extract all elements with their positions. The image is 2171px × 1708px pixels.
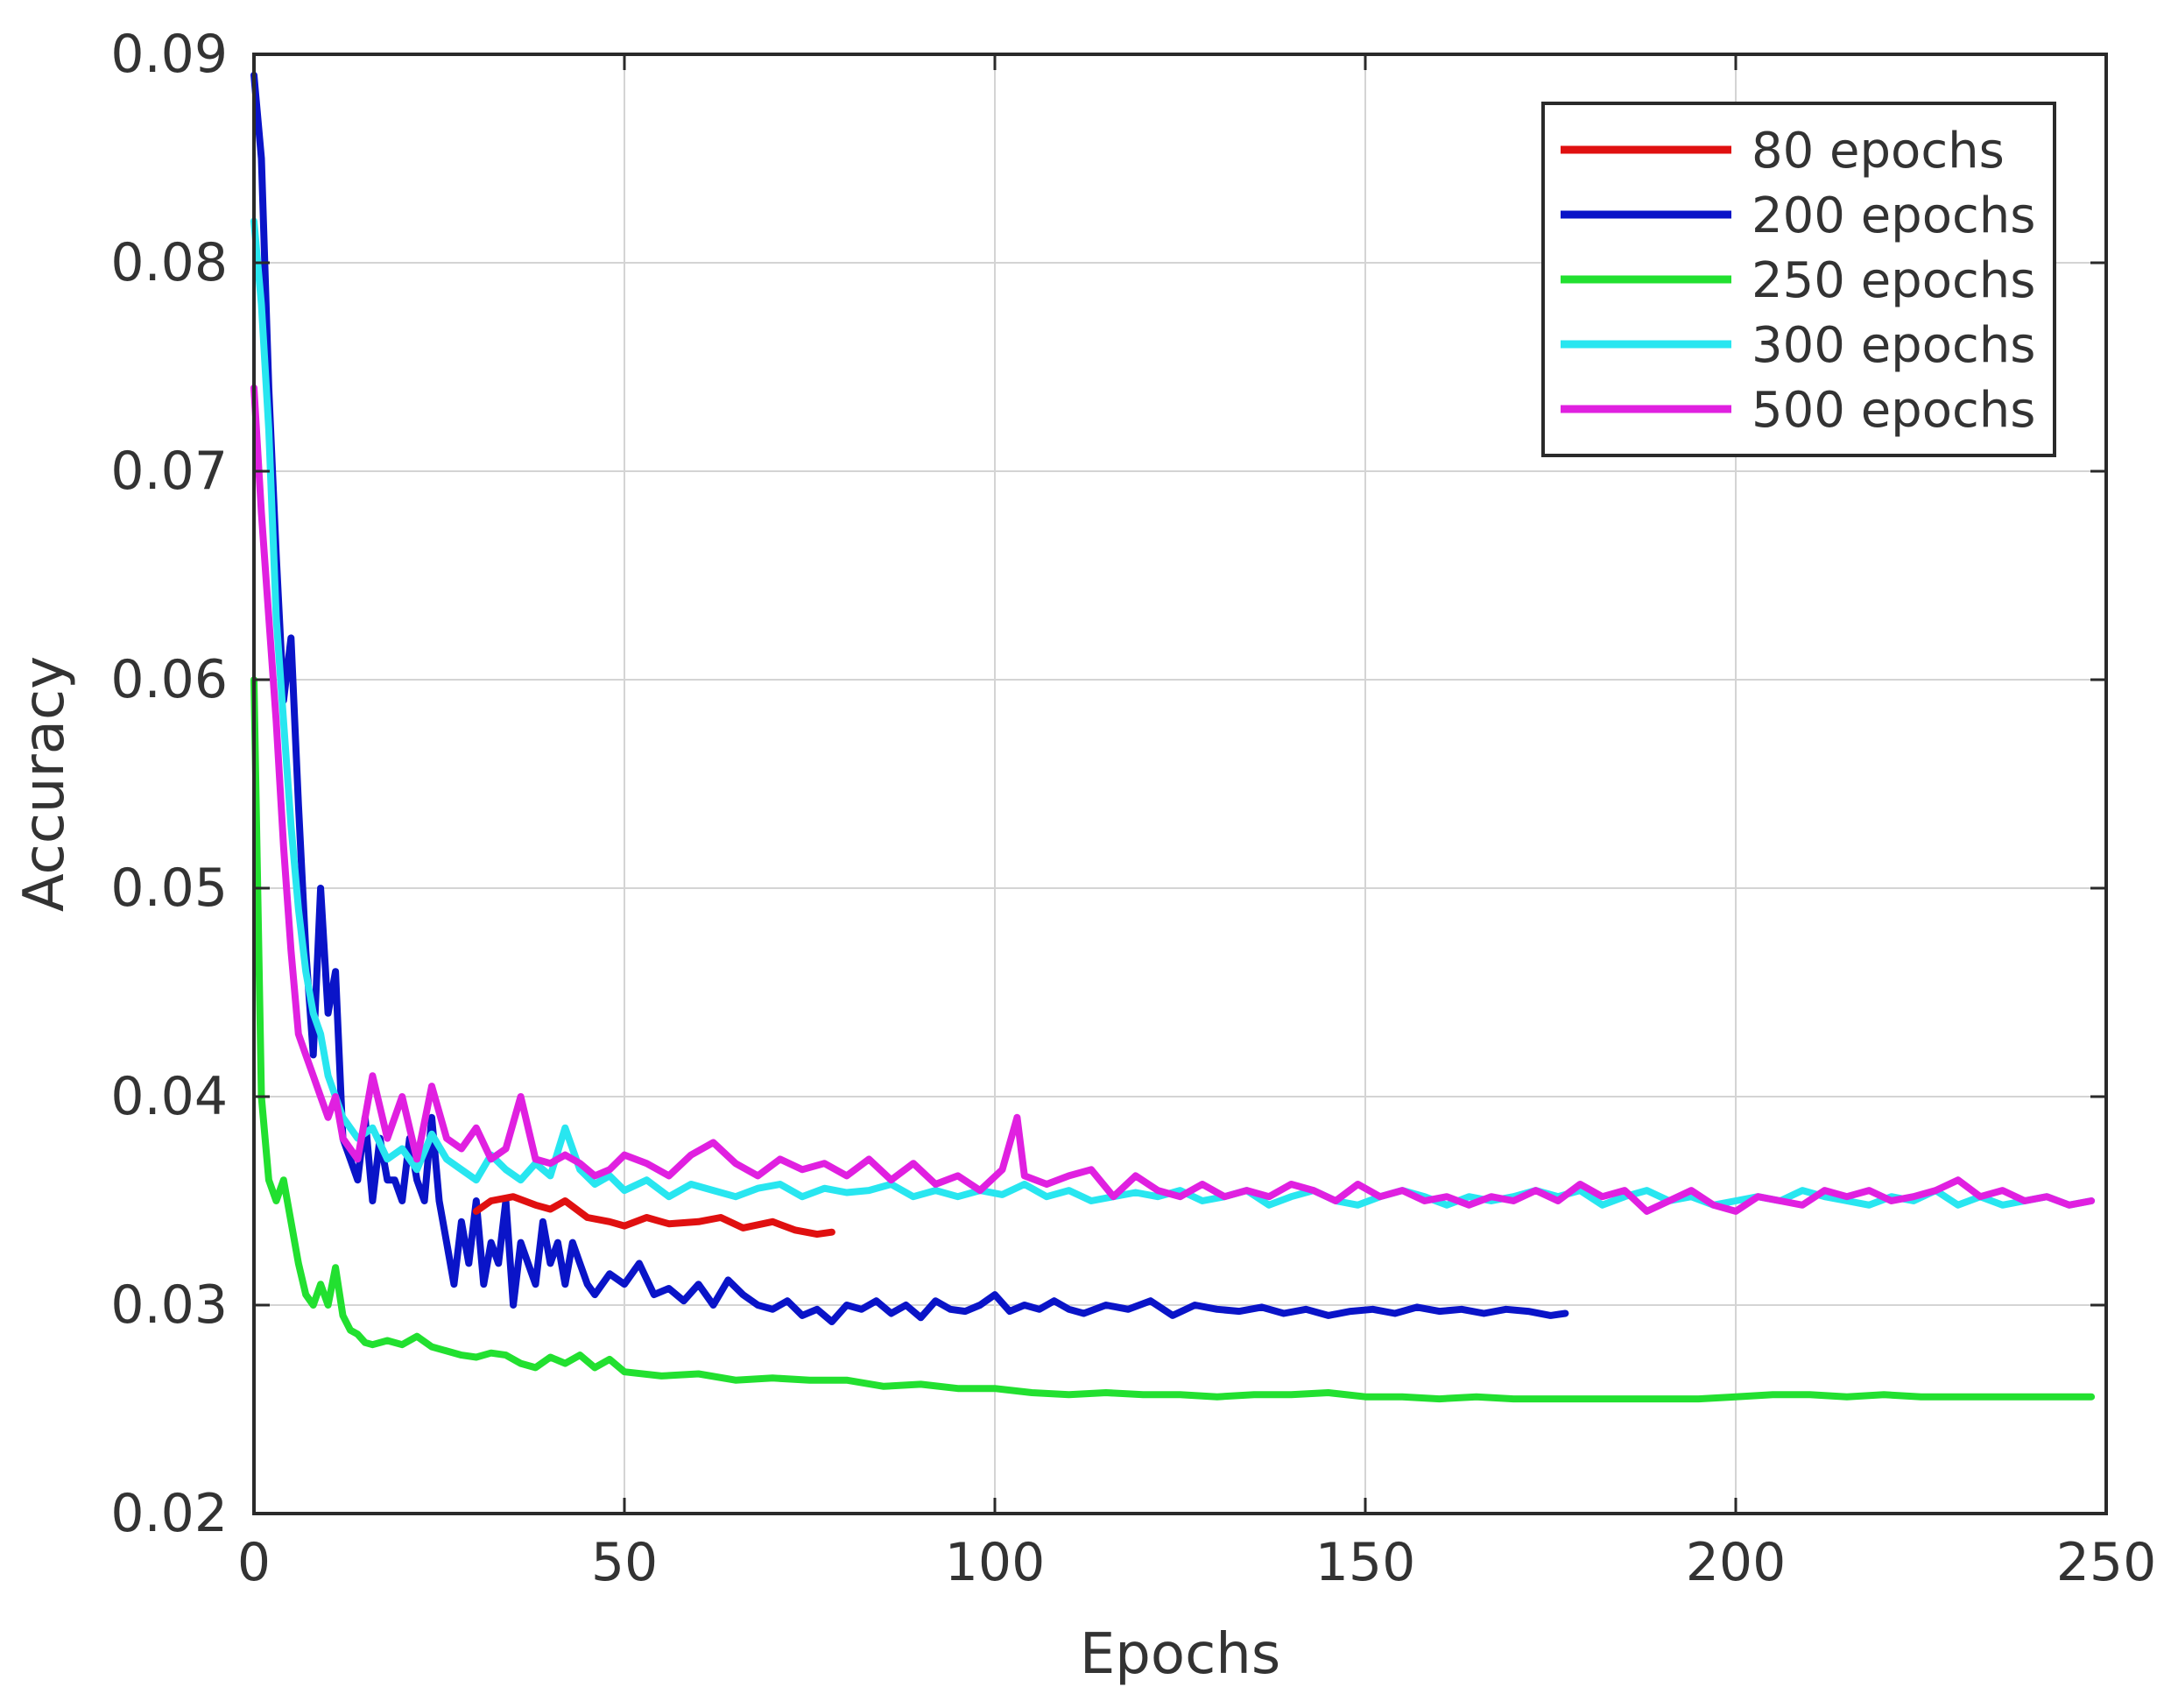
y-tick-label: 0.06 bbox=[110, 649, 228, 710]
legend-label: 200 epochs bbox=[1752, 187, 2035, 244]
y-tick-label: 0.03 bbox=[110, 1274, 228, 1336]
legend: 80 epochs 200 epochs 250 epochs 300 epochs 5… bbox=[1541, 102, 2056, 457]
y-tick-label: 0.02 bbox=[110, 1483, 228, 1544]
legend-label: 500 epochs bbox=[1752, 382, 2035, 439]
series-line-250-epochs bbox=[250, 676, 2096, 1403]
x-tick-label: 100 bbox=[945, 1532, 1046, 1593]
x-tick-label: 150 bbox=[1315, 1532, 1416, 1593]
x-tick-label: 250 bbox=[2056, 1532, 2157, 1593]
y-tick-label: 0.05 bbox=[110, 858, 228, 919]
y-tick-label: 0.07 bbox=[110, 441, 228, 502]
legend-label: 250 epochs bbox=[1752, 252, 2035, 309]
legend-label: 300 epochs bbox=[1752, 317, 2035, 374]
axis-ticks: 0 50 100 150 200 250 0.02 0.03 0.04 0.05 0.06 0.07 0… bbox=[110, 24, 2156, 1593]
x-tick-label: 50 bbox=[591, 1532, 658, 1593]
y-tick-label: 0.08 bbox=[110, 232, 228, 293]
x-tick-label: 200 bbox=[1686, 1532, 1787, 1593]
y-tick-label: 0.04 bbox=[110, 1066, 228, 1127]
series-line-80-epochs bbox=[472, 1193, 835, 1239]
series-lines bbox=[250, 71, 2096, 1403]
series-line-500-epochs bbox=[250, 384, 2096, 1215]
y-axis-label: Accuracy bbox=[12, 656, 77, 912]
plot-area-frame bbox=[252, 53, 2108, 1515]
x-tick-label: 0 bbox=[237, 1532, 271, 1593]
series-line-300-epochs bbox=[250, 217, 2096, 1209]
x-axis-label: Epochs bbox=[1080, 1622, 1280, 1687]
y-tick-label: 0.09 bbox=[110, 24, 228, 85]
legend-label: 80 epochs bbox=[1752, 123, 2005, 180]
